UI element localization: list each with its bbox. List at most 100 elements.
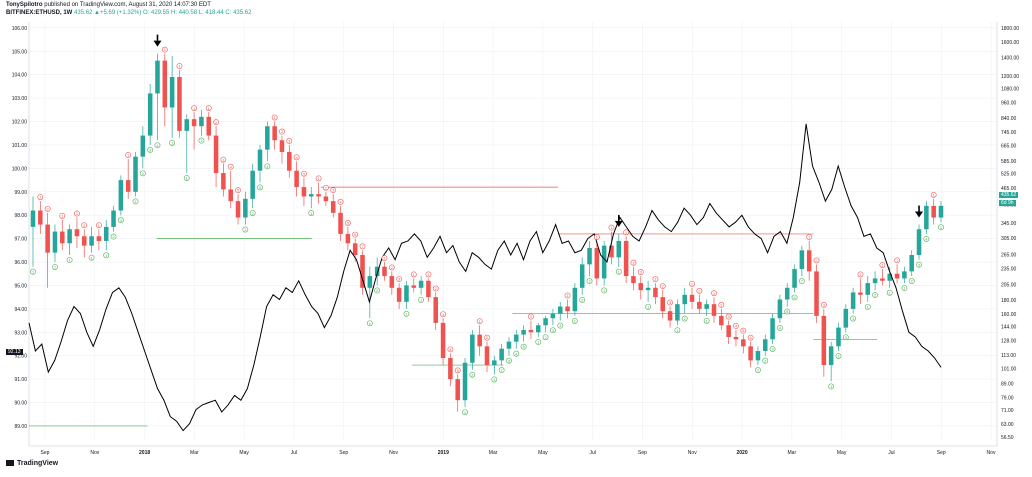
td-count-marker [315,175,322,182]
right-tick-label: 144.00 [1001,324,1017,330]
x-tick-label: 2018 [139,450,150,456]
candle-body [550,313,556,319]
left-tick-label: 99.00 [14,190,27,196]
td-count-label: 1 [603,288,606,293]
candle-body [155,60,160,94]
candle-body [631,276,636,284]
td-count-marker [191,105,197,112]
candle-body [221,173,226,190]
td-count-marker [227,163,234,170]
td-count-marker [571,317,578,324]
td-count-marker [476,318,483,325]
candle-body [557,306,563,314]
td-count-marker [103,252,110,259]
td-count-marker [762,357,769,364]
candle-body [499,348,504,361]
candle-body [38,210,43,225]
left-tick-label: 104.00 [12,73,28,79]
td-count-marker [125,152,132,158]
candle-body [323,196,329,202]
td-count-label: 1 [369,321,372,326]
td-count-label: 5 [457,368,460,373]
td-count-label: 1 [413,272,416,277]
candle-body [645,287,651,291]
candle-body [572,287,578,312]
tradingview-logo[interactable]: TradingView [6,460,58,467]
candle-body [440,322,446,359]
candle-body [279,140,285,152]
candle-body [184,119,190,131]
td-count-marker [352,231,359,238]
candle-body [609,245,614,258]
td-count-marker [432,285,439,292]
comparison-line [28,123,942,432]
candle-body [770,318,775,340]
right-tick-label: 1400.00 [1001,56,1019,62]
td-count-marker [454,367,461,374]
right-tick-label: 1800.00 [1001,26,1019,32]
td-count-marker [286,138,293,144]
candle-body [133,156,138,192]
candle-body [733,336,739,340]
td-count-label: 1 [859,272,862,277]
x-tick-label: Nov [987,450,996,456]
candle-body [374,266,380,277]
candle-body [265,126,270,150]
candle-body [535,325,541,333]
candle-body [741,339,746,347]
td-count-marker [542,334,549,341]
td-count-label: 1 [574,318,577,323]
td-count-label: 1 [186,176,189,181]
candle-body [528,329,534,333]
td-count-marker [813,257,820,264]
td-count-label: 1 [618,269,621,274]
left-price-tag: 92.13 [6,349,23,355]
symbol-label[interactable]: BITFINEX:ETHUSD, 1W [6,10,73,16]
td-count-label: 2 [435,286,438,291]
td-count-marker [923,236,930,242]
td-count-label: 2 [911,279,914,284]
x-tick-label: Jul [291,450,297,456]
td-count-label: 2 [47,206,50,211]
td-count-marker [550,327,556,334]
candle-body [843,308,849,328]
last-price-tag: 435.62 [999,192,1019,198]
candle-body [821,315,827,366]
td-count-marker [88,254,95,261]
td-count-marker [491,376,498,383]
candle-body [726,325,731,337]
candle-body [448,358,453,380]
candle-body [880,278,885,281]
td-count-marker [579,296,586,303]
right-tick-label: 160.00 [1001,312,1017,318]
td-count-label: 1 [479,319,482,324]
td-count-marker [425,271,432,278]
right-tick-label: 345.00 [1001,221,1017,227]
right-tick-label: 960.00 [1001,100,1017,106]
td-count-label: 3 [771,347,774,352]
td-count-marker [586,278,593,284]
td-count-marker [696,287,703,294]
candle-body [711,304,717,316]
candle-body [894,273,900,279]
td-count-label: 7 [361,244,364,249]
td-count-label: 2 [837,354,840,359]
candle-body [308,194,314,197]
td-count-marker [835,353,842,359]
td-count-marker [615,268,622,275]
td-count-marker [37,194,44,201]
td-count-marker [872,292,878,299]
right-tick-label: 840.00 [1001,116,1017,122]
publisher-name[interactable]: TonySpilotro [6,2,43,8]
x-tick-label: Jul [589,450,595,456]
td-count-label: 1 [171,141,174,146]
candle-body [389,276,395,288]
td-count-marker [220,156,227,163]
td-count-label: 1 [566,293,569,298]
td-count-marker [205,105,212,112]
candle-body [118,180,124,211]
td-count-marker [930,191,937,198]
td-count-marker [506,357,512,364]
left-tick-label: 103.00 [12,96,28,102]
